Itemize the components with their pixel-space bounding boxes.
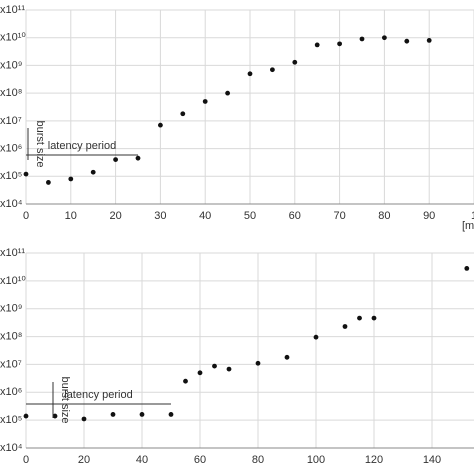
data-point — [371, 315, 377, 321]
data-point — [135, 155, 141, 161]
data-point — [158, 122, 163, 128]
data-point — [197, 370, 203, 376]
x-tick-label: 50 — [244, 210, 256, 222]
data-point — [68, 176, 74, 182]
data-point — [23, 413, 29, 419]
data-point — [139, 412, 145, 417]
x-tick-label: 100 — [307, 454, 325, 466]
data-point — [90, 169, 96, 175]
x-tick-label: 0 — [23, 210, 29, 222]
y-tick-label: x10⁸ — [0, 87, 22, 99]
y-tick-label: x10⁶ — [0, 386, 22, 398]
x-tick-label: 60 — [194, 454, 206, 466]
data-point — [113, 157, 118, 163]
data-point — [46, 180, 51, 185]
data-point — [110, 412, 116, 417]
data-point — [52, 413, 58, 419]
x-tick-label: 140 — [423, 454, 441, 466]
data-point — [168, 412, 174, 417]
x-tick-label: 20 — [78, 454, 90, 466]
y-tick-label: x10⁴ — [0, 198, 23, 210]
y-tick-label: x10⁸ — [0, 330, 22, 342]
data-point — [226, 366, 232, 372]
y-tick-label: x10¹⁰ — [0, 275, 26, 287]
x-tick-label: 30 — [154, 210, 166, 222]
y-tick-label: x10⁶ — [0, 142, 22, 154]
data-point — [357, 315, 362, 321]
x-tick-label: 1 — [471, 210, 474, 222]
data-point — [404, 38, 410, 44]
x-unit-label: [mi — [462, 220, 474, 232]
x-tick-label: 60 — [289, 210, 301, 222]
data-point — [180, 111, 186, 117]
data-point — [292, 59, 298, 65]
data-point — [313, 334, 319, 340]
annotation: burst size — [34, 120, 46, 167]
x-tick-label: 120 — [365, 454, 383, 466]
data-point — [81, 416, 87, 422]
y-tick-label: x10⁷ — [0, 358, 22, 370]
data-point — [255, 360, 261, 366]
y-tick-label: x10⁵ — [0, 414, 22, 426]
y-tick-label: x10¹¹ — [0, 247, 25, 259]
y-tick-label: x10¹¹ — [0, 4, 25, 16]
x-tick-label: 70 — [333, 210, 345, 222]
data-point — [359, 36, 365, 42]
y-tick-label: x10¹⁰ — [0, 32, 26, 44]
data-point — [426, 38, 432, 43]
annotation: burst size — [59, 376, 71, 423]
data-point — [284, 354, 290, 360]
x-tick-label: 80 — [378, 210, 390, 222]
data-point — [314, 42, 320, 48]
x-tick-label: 40 — [199, 210, 211, 222]
x-tick-label: 40 — [136, 454, 148, 466]
data-point — [225, 90, 231, 96]
data-point — [382, 35, 387, 41]
y-tick-label: x10⁹ — [0, 59, 22, 71]
data-point — [270, 67, 275, 73]
data-point — [183, 378, 188, 384]
data-point — [464, 266, 470, 271]
y-tick-label: x10⁵ — [0, 170, 22, 182]
data-point — [212, 363, 217, 369]
data-point — [23, 171, 29, 177]
annotation: latency period — [64, 389, 133, 401]
data-point — [337, 41, 342, 47]
y-tick-label: x10⁹ — [0, 303, 22, 315]
annotation: latency period — [48, 140, 117, 152]
data-point — [202, 99, 208, 104]
data-point — [247, 71, 253, 77]
x-tick-label: 90 — [423, 210, 435, 222]
x-tick-label: 10 — [65, 210, 77, 222]
x-tick-label: 20 — [109, 210, 121, 222]
data-point — [342, 324, 348, 329]
y-tick-label: x10⁷ — [0, 115, 22, 127]
x-tick-label: 0 — [23, 454, 29, 466]
x-tick-label: 80 — [252, 454, 264, 466]
y-tick-label: x10⁴ — [0, 442, 23, 454]
